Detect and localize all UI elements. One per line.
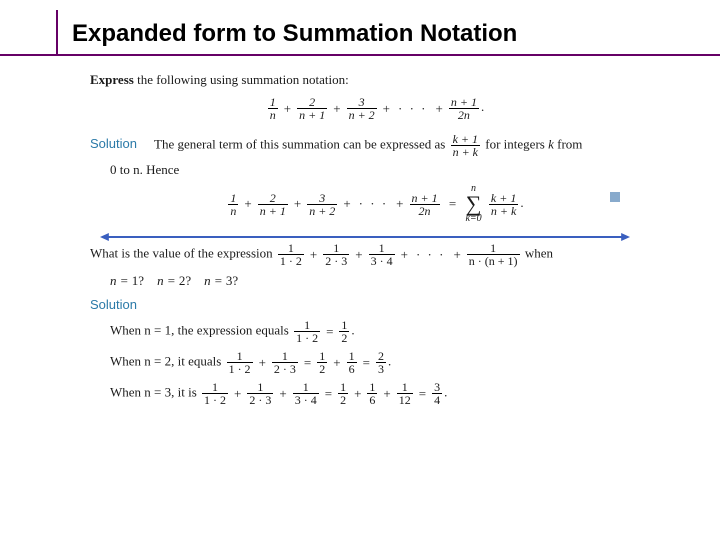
solution-row-1: Solution The general term of this summat…	[90, 133, 660, 158]
fraction: 112	[395, 381, 415, 406]
fraction: 16	[345, 350, 359, 375]
solution-text-1: The general term of this summation can b…	[154, 136, 449, 151]
fraction: 13 · 4	[367, 242, 397, 267]
when-row: When n = 1, the expression equals 11 · 2…	[90, 319, 660, 344]
header: Expanded form to Summation Notation	[0, 0, 720, 60]
fraction: n + 12n	[408, 192, 442, 217]
fraction: 3n + 2	[345, 96, 379, 121]
fraction: n + 12n	[447, 96, 481, 121]
fraction: 34	[430, 381, 444, 406]
fraction: 1n · (n + 1)	[465, 242, 522, 267]
case-item: n =	[110, 273, 132, 288]
fraction: 16	[365, 381, 379, 406]
fraction: 12 · 3	[270, 350, 300, 375]
fraction: 12	[337, 319, 351, 344]
sigma-notation: n ∑ k=0	[465, 184, 481, 224]
when-row: When n = 3, it is 11 · 2+12 · 3+13 · 4=1…	[90, 381, 660, 406]
case-item: n =	[157, 273, 179, 288]
solution-text-2: for integers	[485, 136, 548, 151]
qed-icon	[610, 192, 620, 202]
instruction-line: Express the following using summation no…	[90, 72, 660, 88]
range-text: 0 to n. Hence	[90, 162, 660, 178]
q2-cases: n = 1? n = 2? n = 3?	[90, 273, 660, 289]
fraction: 2n + 1	[256, 192, 290, 217]
header-vertical-rule	[56, 10, 58, 54]
header-horizontal-rule	[0, 54, 720, 56]
q2-tail: when	[525, 245, 553, 260]
instruction-rest: the following using summation notation:	[134, 72, 349, 87]
series-1-result: 1n+2n + 1+3n + 2+· · ·+n + 12n = n ∑ k=0…	[90, 184, 660, 224]
double-arrow-separator	[100, 230, 630, 232]
series-1: 1n+2n + 1+3n + 2+· · ·+n + 12n.	[90, 96, 660, 121]
fraction: 23	[374, 350, 388, 375]
fraction: 11 · 2	[276, 242, 306, 267]
general-term-fraction: k + 1 n + k	[449, 133, 482, 158]
fraction: 12	[336, 381, 350, 406]
question-2: What is the value of the expression 11 ·…	[90, 242, 660, 267]
fraction: 11 · 2	[292, 319, 322, 344]
when-row: When n = 2, it equals 11 · 2+12 · 3=12+1…	[90, 350, 660, 375]
q2-lead: What is the value of the expression	[90, 245, 276, 260]
fraction: 11 · 2	[225, 350, 255, 375]
fraction: 1n	[226, 192, 240, 217]
fraction: 13 · 4	[291, 381, 321, 406]
solution-text-2-tail: from	[554, 136, 583, 151]
fraction: 12 · 3	[245, 381, 275, 406]
fraction: 12	[315, 350, 329, 375]
page-title: Expanded form to Summation Notation	[72, 20, 720, 48]
instruction-bold: Express	[90, 72, 134, 87]
fraction: 12 · 3	[321, 242, 351, 267]
solution-label: Solution	[90, 136, 137, 151]
fraction: 1n	[266, 96, 280, 121]
sigma-term: k + 1 n + k	[487, 192, 520, 217]
solution-label-2: Solution	[90, 297, 660, 313]
content-region: Express the following using summation no…	[0, 60, 720, 406]
case-item: n =	[204, 273, 226, 288]
fraction: 3n + 2	[305, 192, 339, 217]
fraction: 11 · 2	[200, 381, 230, 406]
fraction: 2n + 1	[295, 96, 329, 121]
